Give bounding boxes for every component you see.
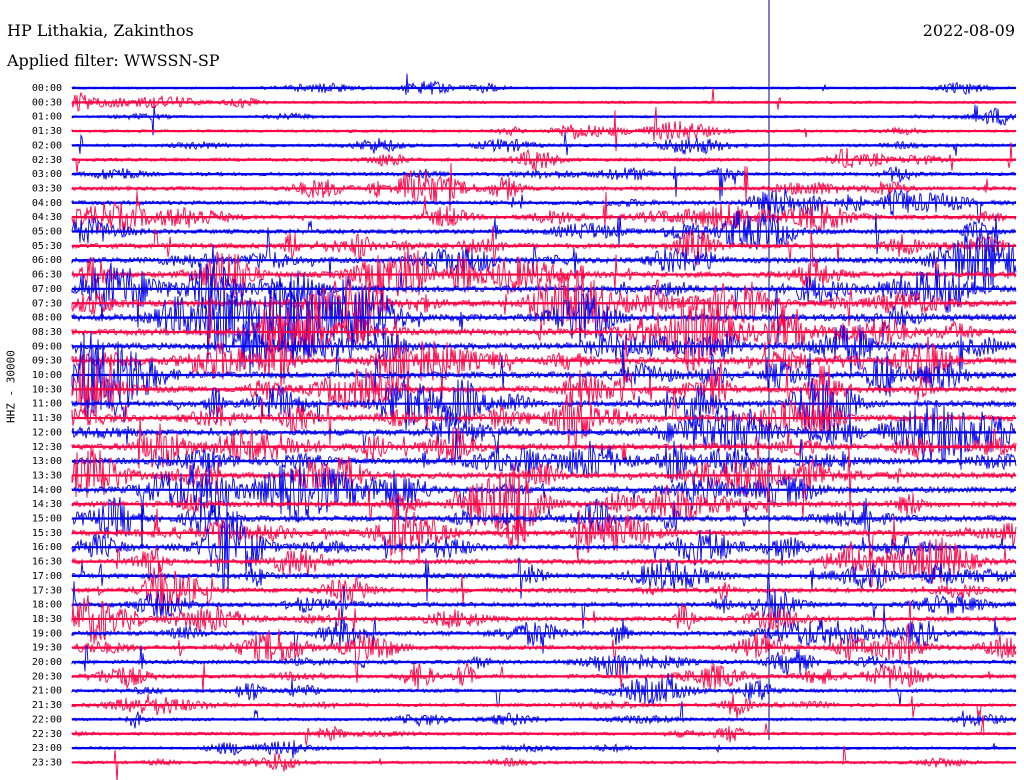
seismic-trace [71,73,1017,95]
seismic-trace [71,672,1017,708]
row-time-label: 19:30 [32,643,62,654]
row-time-label: 00:30 [32,97,62,108]
seismic-trace [71,694,1017,719]
seismic-trace [71,232,1017,306]
seismic-trace [71,463,1017,543]
row-time-label: 09:00 [32,341,62,352]
row-time-label: 10:00 [32,370,62,381]
row-time-label: 21:30 [32,700,62,711]
seismic-trace [71,502,1017,561]
row-time-label: 05:30 [32,241,62,252]
seismic-trace [71,595,1017,645]
row-time-label: 12:30 [32,442,62,453]
row-time-label: 22:30 [32,729,62,740]
seismic-trace [71,745,1017,780]
row-time-label: 04:00 [32,198,62,209]
row-time-label: 17:30 [32,585,62,596]
row-time-label: 03:30 [32,183,62,194]
seismic-trace [71,295,1017,372]
seismic-trace [71,377,1017,432]
row-time-label: 02:30 [32,155,62,166]
row-time-label: 14:30 [32,499,62,510]
seismic-trace [71,330,1017,420]
row-time-label: 05:00 [32,227,62,238]
seismic-trace [71,561,1017,617]
seismic-trace [71,166,1017,201]
seismic-trace [71,502,1017,594]
seismic-trace [71,645,1017,677]
row-time-label: 02:00 [32,140,62,151]
seismic-trace [71,400,1017,470]
row-time-label: 10:30 [32,384,62,395]
seismic-trace [71,104,1017,136]
row-time-label: 03:00 [32,169,62,180]
row-time-label: 14:00 [32,485,62,496]
row-time-label: 23:00 [32,743,62,754]
seismic-trace [71,210,1017,255]
filter-label: Applied filter: WWSSN-SP [7,51,220,70]
row-time-label: 09:30 [32,356,62,367]
seismic-trace [71,605,1017,654]
seismic-trace [71,573,1017,629]
row-time-label: 08:30 [32,327,62,338]
row-time-label: 04:30 [32,212,62,223]
row-time-label: 08:00 [32,313,62,324]
seismic-trace [71,428,1017,485]
row-time-label: 18:30 [32,614,62,625]
seismic-trace [71,445,1017,512]
seismic-trace [71,740,1017,759]
row-time-label: 20:00 [32,657,62,668]
seismic-trace [71,191,1017,233]
date-label: 2022-08-09 [922,21,1015,40]
row-time-label: 18:00 [32,600,62,611]
seismic-trace [71,131,1017,156]
seismic-trace [71,557,1017,602]
row-time-label: 12:00 [32,427,62,438]
seismic-trace [71,320,1017,377]
seismic-trace [71,662,1017,693]
row-time-label: 06:30 [32,270,62,281]
row-time-label: 06:00 [32,255,62,266]
row-time-label: 23:30 [32,757,62,768]
seismic-trace [71,354,1017,424]
seismic-trace [71,623,1017,683]
row-time-label: 19:00 [32,628,62,639]
seismic-trace [71,715,1017,745]
seismic-trace [71,701,1017,729]
row-time-label: 13:00 [32,456,62,467]
row-time-label: 07:00 [32,284,62,295]
row-time-label: 20:30 [32,671,62,682]
row-time-label: 21:00 [32,686,62,697]
row-time-label: 11:00 [32,399,62,410]
seismic-trace [71,389,1017,450]
seismic-trace [71,188,1017,225]
station-title: HP Lithakia, Zakinthos [7,21,194,40]
row-time-label: 07:30 [32,298,62,309]
seismic-trace [71,274,1017,364]
row-time-label: 11:30 [32,413,62,424]
seismic-trace [71,163,1017,212]
seismic-trace [71,416,1017,469]
seismic-trace [71,142,1017,174]
row-time-label: 15:30 [32,528,62,539]
row-time-label: 16:30 [32,557,62,568]
row-time-label: 16:00 [32,542,62,553]
row-time-label: 15:00 [32,514,62,525]
seismic-trace [71,496,1017,550]
seismic-trace [71,537,1017,589]
row-time-label: 01:00 [32,112,62,123]
row-time-label: 17:00 [32,571,62,582]
row-time-label: 13:30 [32,470,62,481]
seismic-trace [71,225,1017,266]
row-time-label: 00:00 [32,83,62,94]
seismic-trace [71,453,1017,524]
row-time-label: 22:00 [32,714,62,725]
row-time-label: 01:30 [32,126,62,137]
seismic-trace [71,262,1017,328]
seismic-trace [71,107,1017,152]
seismic-trace [71,87,1017,112]
